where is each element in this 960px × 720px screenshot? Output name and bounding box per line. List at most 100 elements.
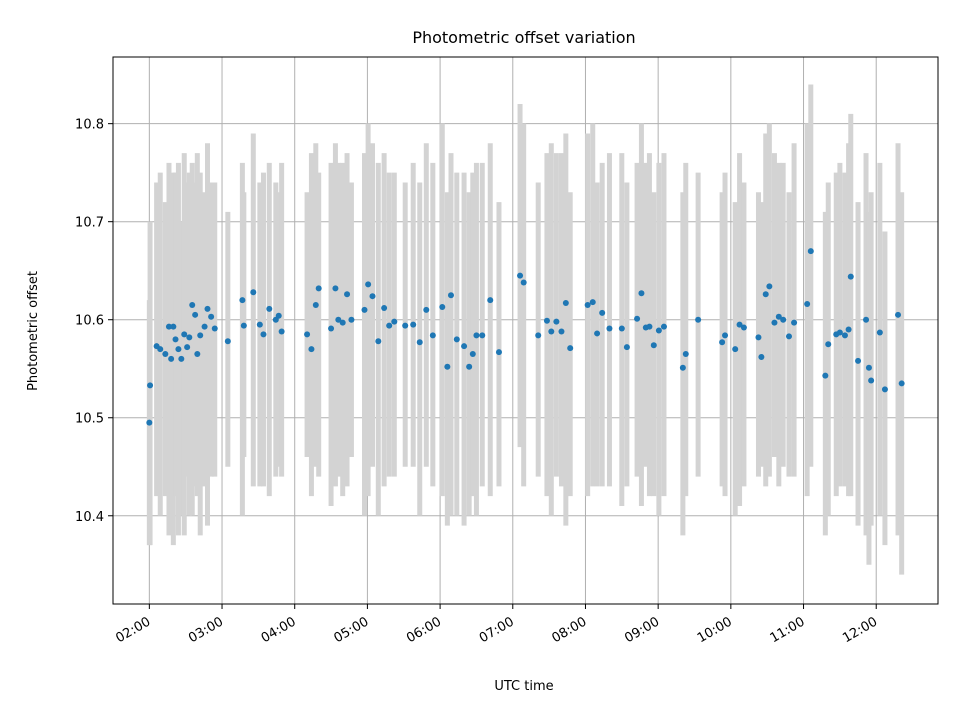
data-point	[847, 273, 854, 280]
data-point	[868, 377, 875, 384]
data-point	[655, 327, 662, 334]
data-point	[312, 302, 319, 309]
data-point	[178, 355, 185, 362]
data-point	[618, 325, 625, 332]
data-point	[895, 311, 902, 318]
data-point	[807, 248, 814, 255]
data-point	[165, 323, 172, 330]
data-point	[211, 325, 218, 332]
data-point	[650, 342, 657, 349]
data-point	[646, 323, 653, 330]
data-point	[558, 328, 565, 335]
data-point	[308, 346, 315, 353]
data-point	[473, 332, 480, 339]
data-point	[719, 339, 726, 346]
data-point	[562, 300, 569, 307]
data-point	[517, 272, 524, 279]
data-point	[335, 316, 342, 323]
data-point	[771, 319, 778, 326]
data-point	[722, 332, 729, 339]
data-point	[755, 334, 762, 341]
data-point	[822, 372, 829, 379]
data-point	[461, 343, 468, 350]
data-point	[410, 321, 417, 328]
y-tick-label: 10.7	[75, 216, 104, 231]
data-point	[682, 351, 689, 358]
data-point	[332, 285, 339, 292]
data-point	[172, 336, 179, 343]
data-point	[865, 364, 872, 371]
data-points	[146, 248, 905, 426]
data-point	[447, 292, 454, 299]
y-tick-label: 10.4	[75, 510, 104, 525]
data-point	[469, 351, 476, 358]
y-tick-label: 10.6	[75, 314, 104, 329]
data-point	[328, 325, 335, 332]
data-point	[679, 364, 686, 371]
y-axis-ticks: 10.4 10.5 10.6 10.7 10.8	[75, 118, 113, 525]
data-point	[589, 299, 596, 306]
data-point	[369, 293, 376, 300]
data-point	[275, 312, 282, 319]
data-point	[391, 318, 398, 325]
data-point	[732, 346, 739, 353]
data-point	[881, 386, 888, 393]
data-point	[599, 309, 606, 316]
data-point	[606, 325, 613, 332]
data-point	[660, 323, 667, 330]
data-point	[375, 338, 382, 345]
data-point	[339, 319, 346, 326]
data-point	[740, 324, 747, 331]
data-point	[836, 329, 843, 336]
data-point	[804, 301, 811, 308]
data-point	[845, 326, 852, 333]
data-point	[535, 332, 542, 339]
data-point	[416, 339, 423, 346]
data-point	[175, 346, 182, 353]
data-point	[184, 344, 191, 351]
chart-title: Photometric offset variation	[412, 28, 635, 47]
data-point	[146, 419, 153, 426]
data-point	[250, 289, 257, 296]
data-point	[594, 330, 601, 337]
data-point	[855, 357, 862, 364]
data-point	[157, 346, 164, 353]
data-point	[775, 313, 782, 320]
data-point	[736, 321, 743, 328]
data-point	[256, 321, 263, 328]
data-point	[553, 318, 560, 325]
data-point	[189, 302, 196, 309]
data-point	[863, 316, 870, 323]
data-point	[170, 323, 177, 330]
data-point	[780, 316, 787, 323]
data-point	[495, 349, 502, 356]
data-point	[201, 323, 208, 330]
data-point	[386, 322, 393, 329]
data-point	[439, 303, 446, 310]
data-point	[762, 291, 769, 298]
data-point	[623, 344, 630, 351]
data-point	[548, 328, 555, 335]
data-point	[344, 291, 351, 298]
data-point	[197, 332, 204, 339]
data-point	[208, 313, 215, 320]
data-point	[766, 283, 773, 290]
data-point	[825, 341, 832, 348]
data-point	[695, 316, 702, 323]
data-point	[429, 332, 436, 339]
data-point	[543, 317, 550, 324]
y-axis-label: Photometric offset	[26, 271, 41, 391]
data-point	[638, 290, 645, 297]
data-point	[361, 306, 368, 313]
data-point	[567, 345, 574, 352]
data-point	[315, 285, 322, 292]
data-point	[365, 281, 372, 288]
data-point	[402, 322, 409, 329]
data-point	[520, 279, 527, 286]
data-point	[423, 306, 430, 313]
data-point	[785, 333, 792, 340]
data-point	[381, 304, 388, 311]
data-point	[444, 363, 451, 370]
data-point	[192, 311, 199, 318]
